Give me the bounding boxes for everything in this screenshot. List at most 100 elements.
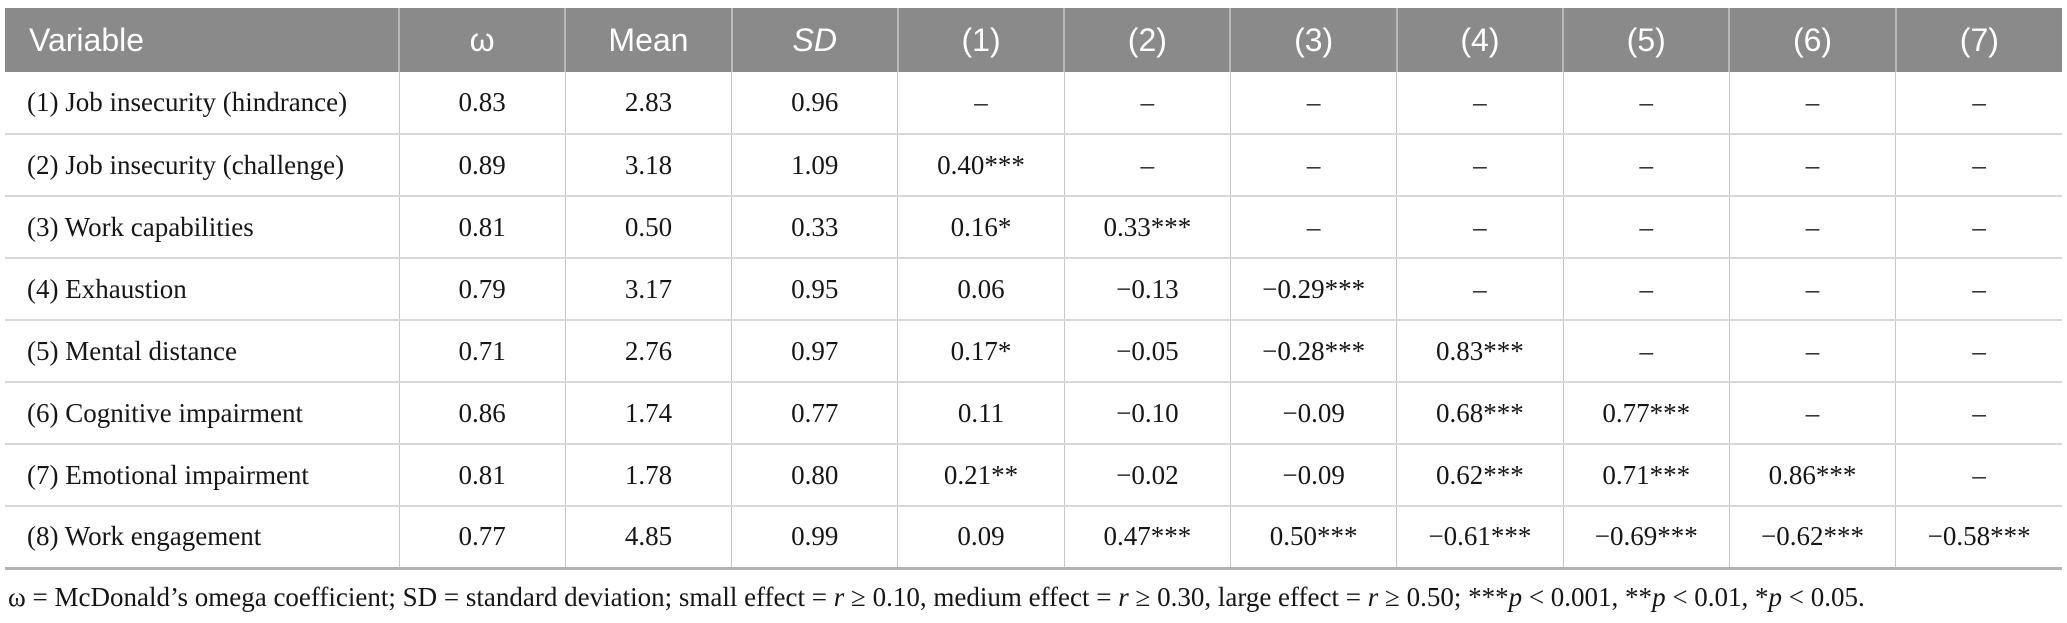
row-label: (8) Work engagement <box>5 506 399 570</box>
cell: −0.69*** <box>1562 506 1730 570</box>
cell: 0.33*** <box>1063 196 1231 259</box>
cell: 2.83 <box>564 72 732 135</box>
cell: −0.13 <box>1063 258 1231 321</box>
cell: – <box>1895 258 2062 321</box>
cell: 0.21** <box>897 444 1065 507</box>
cell: 0.62*** <box>1396 444 1564 507</box>
footnote-text: ≥ 0.30, large effect = <box>1128 581 1368 612</box>
footnote-text: ≥ 0.50; *** <box>1378 581 1509 612</box>
footnote-text: < 0.01, * <box>1665 581 1769 612</box>
cell: 0.50 <box>564 196 732 259</box>
cell: – <box>1895 320 2062 383</box>
column-header-mean: Mean <box>564 8 732 72</box>
cell: – <box>1728 72 1896 135</box>
cell: – <box>1229 72 1397 135</box>
column-header-omega: ω <box>397 8 566 72</box>
column-header-c1: (1) <box>896 8 1065 72</box>
row-label: (2) Job insecurity (challenge) <box>5 134 399 197</box>
cell: 0.81 <box>398 444 566 507</box>
cell: – <box>1063 134 1231 197</box>
cell: – <box>1396 258 1564 321</box>
cell: 0.79 <box>398 258 566 321</box>
cell: 0.16* <box>897 196 1065 259</box>
cell: 0.09 <box>897 506 1065 570</box>
table-row: (3) Work capabilities 0.81 0.50 0.33 0.16* 0.… <box>5 196 2062 259</box>
cell: −0.10 <box>1063 382 1231 445</box>
cell: −0.62*** <box>1728 506 1896 570</box>
footnote-text: ≥ 0.10, medium effect = <box>844 581 1119 612</box>
footnote-text: < 0.05. <box>1782 581 1865 612</box>
cell: 3.18 <box>564 134 732 197</box>
cell: – <box>1562 258 1730 321</box>
footnote-italic-term: r <box>833 581 845 612</box>
column-header-sd: SD <box>730 8 898 72</box>
header-row: Variable ω Mean SD (1) (2) (3) (4) (5) (6) (7) <box>5 8 2062 72</box>
cell: – <box>1728 320 1896 383</box>
cell: 0.86*** <box>1728 444 1896 507</box>
table-row: (8) Work engagement 0.77 4.85 0.99 0.09 0.47*… <box>5 506 2062 570</box>
cell: – <box>1396 72 1564 135</box>
cell: – <box>1396 134 1564 197</box>
table-row: (4) Exhaustion 0.79 3.17 0.95 0.06 −0.13 −0.29… <box>5 258 2062 321</box>
row-label: (7) Emotional impairment <box>5 444 399 507</box>
cell: – <box>1562 72 1730 135</box>
cell: 0.77*** <box>1562 382 1730 445</box>
table-row: (2) Job insecurity (challenge) 0.89 3.18 1.… <box>5 134 2062 197</box>
cell: 2.76 <box>564 320 732 383</box>
column-header-c4: (4) <box>1395 8 1564 72</box>
cell: – <box>1895 196 2062 259</box>
table-row: (5) Mental distance 0.71 2.76 0.97 0.17* −0.0… <box>5 320 2062 383</box>
table-row: (7) Emotional impairment 0.81 1.78 0.80 0.21… <box>5 444 2062 507</box>
row-label: (3) Work capabilities <box>5 196 399 259</box>
cell: 0.99 <box>731 506 898 570</box>
footnote-text: < 0.001, ** <box>1522 581 1653 612</box>
column-header-c5: (5) <box>1562 8 1730 72</box>
cell: – <box>1562 134 1730 197</box>
cell: 1.09 <box>731 134 898 197</box>
cell: −0.09 <box>1229 382 1397 445</box>
cell: 0.50*** <box>1229 506 1397 570</box>
cell: −0.09 <box>1229 444 1397 507</box>
cell: 0.80 <box>731 444 898 507</box>
cell: 0.68*** <box>1396 382 1564 445</box>
cell: −0.05 <box>1063 320 1231 383</box>
cell: 0.81 <box>398 196 566 259</box>
table-body: (1) Job insecurity (hindrance) 0.83 2.83 0.… <box>5 72 2062 570</box>
cell: – <box>1728 134 1896 197</box>
cell: −0.29*** <box>1229 258 1397 321</box>
cell: 0.96 <box>731 72 898 135</box>
row-label: (6) Cognitive impairment <box>5 382 399 445</box>
table-footnote: ω = McDonald’s omega coefficient; SD = s… <box>8 581 2062 615</box>
cell: −0.61*** <box>1396 506 1564 570</box>
cell: 0.17* <box>897 320 1065 383</box>
cell: −0.02 <box>1063 444 1231 507</box>
cell: 0.77 <box>398 506 566 570</box>
cell: – <box>1063 72 1231 135</box>
cell: – <box>1562 320 1730 383</box>
footnote-italic-term: p <box>1768 581 1783 612</box>
cell: – <box>1229 196 1397 259</box>
cell: 1.74 <box>564 382 732 445</box>
cell: −0.58*** <box>1895 506 2062 570</box>
column-header-variable: Variable <box>5 8 399 72</box>
column-header-c2: (2) <box>1063 8 1231 72</box>
row-label: (5) Mental distance <box>5 320 399 383</box>
cell: – <box>1728 258 1896 321</box>
cell: 0.83 <box>398 72 566 135</box>
column-header-c7: (7) <box>1894 8 2062 72</box>
row-label: (4) Exhaustion <box>5 258 399 321</box>
cell: 3.17 <box>564 258 732 321</box>
cell: 4.85 <box>564 506 732 570</box>
cell: – <box>1728 196 1896 259</box>
cell: – <box>1562 196 1730 259</box>
footnote-italic-term: r <box>1367 581 1379 612</box>
cell: 0.33 <box>731 196 898 259</box>
cell: 1.78 <box>564 444 732 507</box>
cell: 0.40*** <box>897 134 1065 197</box>
table-header: Variable ω Mean SD (1) (2) (3) (4) (5) (6) (7) <box>5 8 2062 72</box>
column-header-c3: (3) <box>1229 8 1397 72</box>
footnote-italic-term: p <box>1508 581 1523 612</box>
cell: – <box>1895 134 2062 197</box>
column-header-c6: (6) <box>1728 8 1896 72</box>
